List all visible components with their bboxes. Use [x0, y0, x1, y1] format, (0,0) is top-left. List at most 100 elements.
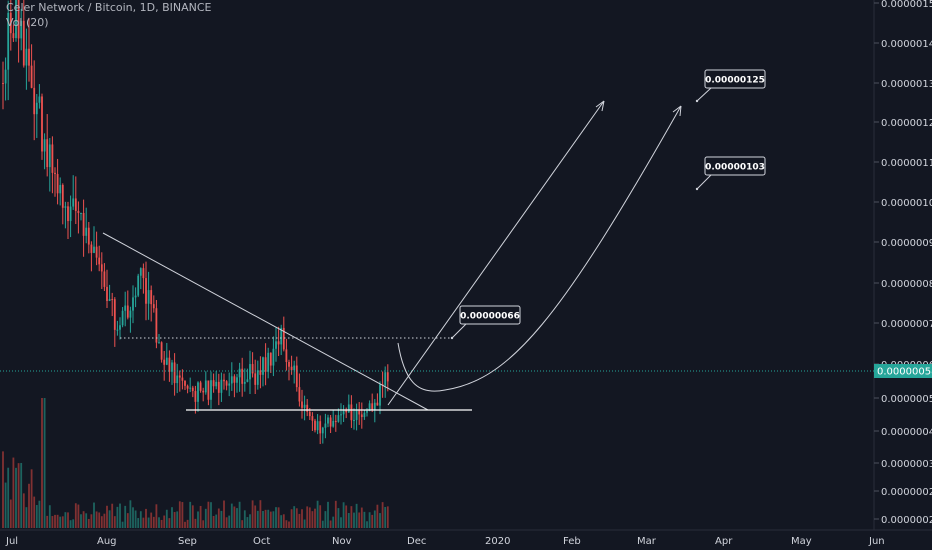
volume-bar	[264, 509, 267, 528]
volume-bar	[33, 496, 36, 528]
volume-bar	[243, 510, 246, 528]
volume-bar	[150, 512, 153, 528]
volume-bar	[137, 518, 140, 528]
time-tick-label: 2020	[485, 536, 510, 547]
last-price-tag	[874, 364, 932, 378]
volume-bar	[186, 519, 189, 528]
volume-bar	[56, 514, 59, 528]
candle-body	[275, 341, 277, 349]
time-tick-label: Jun	[868, 536, 885, 547]
candle-body	[142, 268, 145, 279]
candle-body	[22, 20, 25, 66]
volume-bar	[4, 482, 7, 528]
volume-bar	[165, 509, 168, 528]
candle-body	[288, 361, 290, 367]
price-callout-label: 0.00000066	[460, 312, 520, 322]
volume-bar	[217, 508, 220, 528]
volume-bar	[269, 511, 272, 528]
time-tick-label: Jul	[5, 536, 18, 547]
volume-bar	[80, 514, 82, 528]
candle-body	[293, 365, 296, 371]
volume-bar	[298, 513, 301, 528]
candle-body	[243, 381, 246, 384]
volume-bar	[225, 517, 228, 528]
time-tick-label: Aug	[97, 536, 117, 547]
candle-body	[163, 359, 166, 365]
volume-bar	[277, 507, 280, 528]
candle-body	[184, 380, 186, 386]
volume-bar	[28, 483, 30, 528]
candle-body	[72, 198, 75, 207]
volume-bar	[246, 517, 249, 528]
price-callout-pointer	[696, 174, 712, 190]
volume-bar	[173, 512, 176, 528]
volume-bar	[87, 518, 90, 528]
volume-bar	[51, 516, 54, 528]
volume-bar	[355, 503, 358, 528]
candle-body	[295, 365, 298, 388]
price-callout-box	[459, 305, 521, 325]
chart-legend: Celer Network / Bitcoin, 1D, BINANCE Vol…	[6, 0, 212, 30]
candle-body	[215, 381, 218, 387]
candle-body	[85, 227, 88, 236]
candle-body	[301, 401, 303, 408]
candle-body	[340, 414, 342, 416]
volume-bar	[194, 518, 197, 528]
volume-bar	[334, 500, 337, 528]
candle-body	[176, 375, 179, 384]
volume-bar	[111, 503, 114, 528]
candle-body	[327, 417, 329, 424]
candle-body	[43, 139, 46, 152]
candle-body	[256, 370, 259, 385]
volume-bar	[95, 511, 98, 528]
candle-body	[350, 404, 353, 421]
candle-body	[345, 409, 348, 413]
candle-body	[106, 286, 108, 301]
candle-body	[90, 244, 93, 253]
volume-bar	[160, 519, 163, 528]
candle-body	[28, 48, 30, 66]
volume-bar	[113, 516, 116, 528]
candle-body	[64, 206, 67, 208]
candle-body	[319, 421, 322, 434]
time-tick-label: Apr	[715, 536, 733, 547]
candle-body	[17, 0, 20, 39]
candle-body	[308, 411, 311, 417]
volume-bar	[152, 516, 155, 528]
volume-bar	[98, 512, 101, 528]
candle-body	[137, 275, 140, 296]
candle-body	[2, 83, 4, 84]
candle-body	[168, 357, 171, 372]
volume-bar	[100, 516, 103, 528]
volume-bar	[384, 506, 387, 528]
candle-body	[267, 352, 270, 372]
candle-body	[376, 402, 379, 406]
candle-body	[353, 419, 355, 421]
volume-bar	[2, 451, 4, 528]
candle-body	[155, 308, 158, 343]
volume-bar	[82, 511, 85, 528]
candle-body	[158, 342, 160, 344]
candle-body	[189, 387, 192, 389]
volume-bar	[373, 510, 376, 528]
price-tick-label: 0.00000036	[881, 459, 932, 470]
projection-arrow-curved	[397, 105, 682, 392]
volume-bar	[272, 511, 275, 528]
candle-body	[225, 381, 228, 386]
price-callout-anchor	[695, 99, 699, 103]
volume-bar	[191, 505, 194, 528]
candle-body	[207, 380, 210, 400]
candle-body	[324, 423, 327, 428]
candle-body	[80, 212, 82, 214]
volume-bar	[17, 463, 20, 528]
volume-bar	[72, 519, 75, 528]
candle-body	[124, 305, 127, 311]
volume-bar	[199, 505, 202, 528]
descending-trendline	[102, 232, 429, 411]
candle-body	[33, 87, 36, 115]
